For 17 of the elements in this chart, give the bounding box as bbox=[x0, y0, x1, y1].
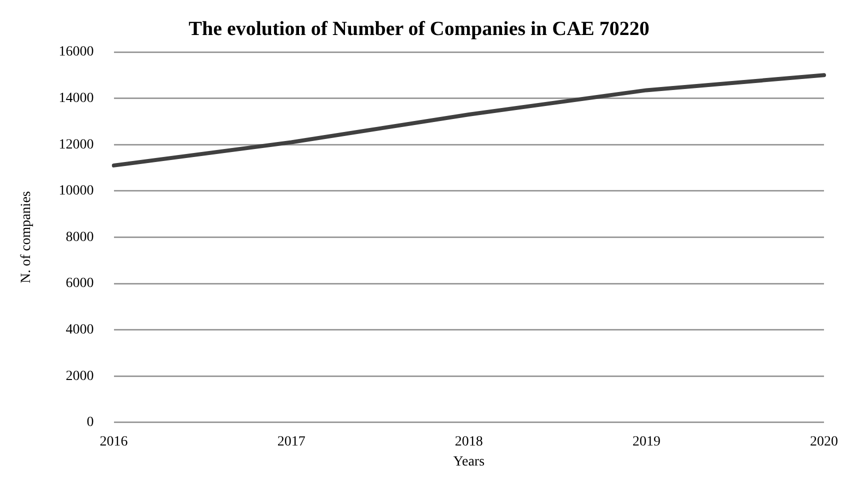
chart-title: The evolution of Number of Companies in CAE 70220 bbox=[188, 18, 650, 40]
y-tick-label: 6000 bbox=[66, 276, 94, 292]
x-tick-label: 2018 bbox=[454, 434, 483, 450]
y-tick-label: 16000 bbox=[58, 44, 94, 60]
y-tick-label: 14000 bbox=[58, 90, 94, 106]
x-axis-title: Years bbox=[453, 454, 485, 470]
y-tick-label: 2000 bbox=[66, 368, 94, 384]
y-tick-label: 4000 bbox=[66, 322, 94, 338]
x-tick-label: 2016 bbox=[100, 434, 128, 450]
x-tick-label: 2020 bbox=[810, 434, 838, 450]
x-tick-label: 2019 bbox=[632, 434, 660, 450]
x-tick-label: 2017 bbox=[277, 434, 306, 450]
y-tick-label: 0 bbox=[86, 415, 94, 430]
y-tick-label: 8000 bbox=[66, 230, 94, 245]
y-axis-title: N. of companies bbox=[19, 191, 34, 284]
y-tick-label: 10000 bbox=[58, 184, 94, 199]
y-tick-label: 12000 bbox=[58, 137, 94, 152]
